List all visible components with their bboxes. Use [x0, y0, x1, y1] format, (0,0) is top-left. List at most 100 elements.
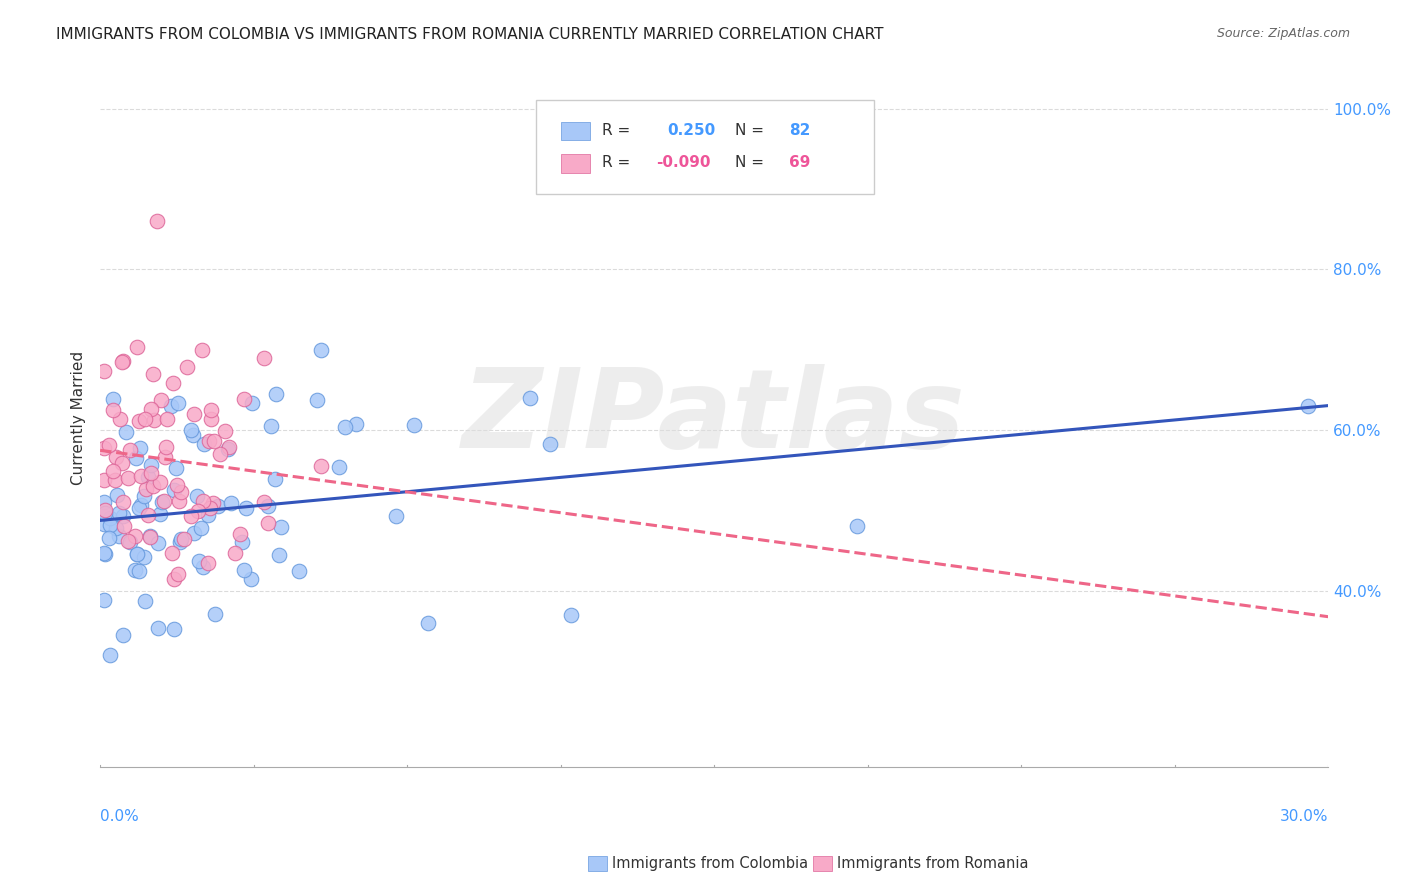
Point — [183, 526, 205, 541]
Point — [139, 458, 162, 473]
Point — [93, 473, 115, 487]
Point — [139, 402, 162, 417]
Point — [129, 469, 152, 483]
Point — [93, 545, 115, 559]
Point — [240, 396, 263, 410]
Point — [111, 495, 134, 509]
Point — [98, 648, 121, 662]
Point — [155, 450, 177, 465]
Point — [416, 615, 439, 630]
Point — [138, 529, 160, 543]
Point — [384, 509, 406, 524]
Point — [519, 391, 541, 405]
Point — [156, 412, 179, 426]
Point — [269, 548, 291, 562]
Point — [288, 565, 311, 579]
Text: IMMIGRANTS FROM COLOMBIA VS IMMIGRANTS FROM ROMANIA CURRENTLY MARRIED CORRELATIO: IMMIGRANTS FROM COLOMBIA VS IMMIGRANTS F… — [56, 27, 884, 42]
Point — [191, 343, 214, 357]
Point — [224, 546, 246, 560]
Point — [204, 607, 226, 622]
Point — [232, 392, 254, 406]
Point — [166, 566, 188, 581]
Point — [124, 529, 146, 543]
Point — [107, 506, 129, 520]
Point — [118, 443, 141, 458]
Point — [309, 343, 332, 357]
Text: N =: N = — [735, 155, 763, 170]
Y-axis label: Currently Married: Currently Married — [72, 351, 86, 485]
Point — [108, 529, 131, 543]
Point — [219, 496, 242, 510]
Point — [167, 494, 190, 508]
Point — [149, 475, 172, 489]
FancyBboxPatch shape — [813, 856, 832, 871]
Point — [201, 496, 224, 510]
Point — [162, 376, 184, 390]
Point — [152, 495, 174, 509]
Point — [159, 399, 181, 413]
Point — [333, 420, 356, 434]
Point — [257, 516, 280, 530]
Point — [305, 392, 328, 407]
Point — [142, 367, 165, 381]
Point — [155, 441, 177, 455]
Point — [187, 554, 209, 568]
Point — [166, 478, 188, 492]
Point — [1296, 399, 1319, 413]
Point — [160, 546, 183, 560]
Point — [169, 534, 191, 549]
Point — [186, 489, 208, 503]
Point — [229, 526, 252, 541]
Text: Immigrants from Colombia: Immigrants from Colombia — [612, 856, 807, 871]
Point — [94, 547, 117, 561]
Point — [240, 572, 263, 586]
Point — [200, 411, 222, 425]
Text: -0.090: -0.090 — [657, 155, 711, 170]
Point — [183, 407, 205, 421]
Point — [101, 403, 124, 417]
Point — [197, 508, 219, 522]
Point — [191, 494, 214, 508]
Point — [165, 461, 187, 475]
Text: 69: 69 — [789, 155, 810, 170]
Point — [134, 549, 156, 564]
Point — [104, 521, 127, 535]
Point — [128, 500, 150, 515]
Text: 0.250: 0.250 — [668, 122, 716, 137]
FancyBboxPatch shape — [536, 100, 873, 194]
Point — [169, 484, 191, 499]
Text: 82: 82 — [789, 122, 810, 137]
Point — [207, 500, 229, 514]
Point — [93, 506, 115, 520]
Point — [344, 417, 367, 431]
FancyBboxPatch shape — [561, 154, 591, 173]
Point — [167, 396, 190, 410]
Point — [134, 594, 156, 608]
Point — [200, 403, 222, 417]
Text: 0.0%: 0.0% — [100, 809, 139, 824]
Point — [101, 392, 124, 406]
Point — [127, 340, 149, 354]
Point — [117, 471, 139, 485]
Point — [218, 440, 240, 454]
Point — [111, 456, 134, 470]
Text: 30.0%: 30.0% — [1279, 809, 1329, 824]
Point — [180, 423, 202, 437]
Point — [402, 418, 425, 433]
Point — [105, 488, 128, 502]
Point — [153, 493, 176, 508]
Point — [110, 411, 132, 425]
Point — [143, 413, 166, 427]
Point — [197, 557, 219, 571]
Point — [214, 424, 236, 438]
Point — [170, 532, 193, 546]
Point — [191, 559, 214, 574]
Point — [139, 530, 162, 544]
Point — [162, 622, 184, 636]
Point — [112, 354, 135, 368]
Point — [129, 498, 152, 512]
Point — [142, 479, 165, 493]
Point — [256, 499, 278, 513]
Point — [560, 607, 582, 622]
Point — [93, 517, 115, 532]
